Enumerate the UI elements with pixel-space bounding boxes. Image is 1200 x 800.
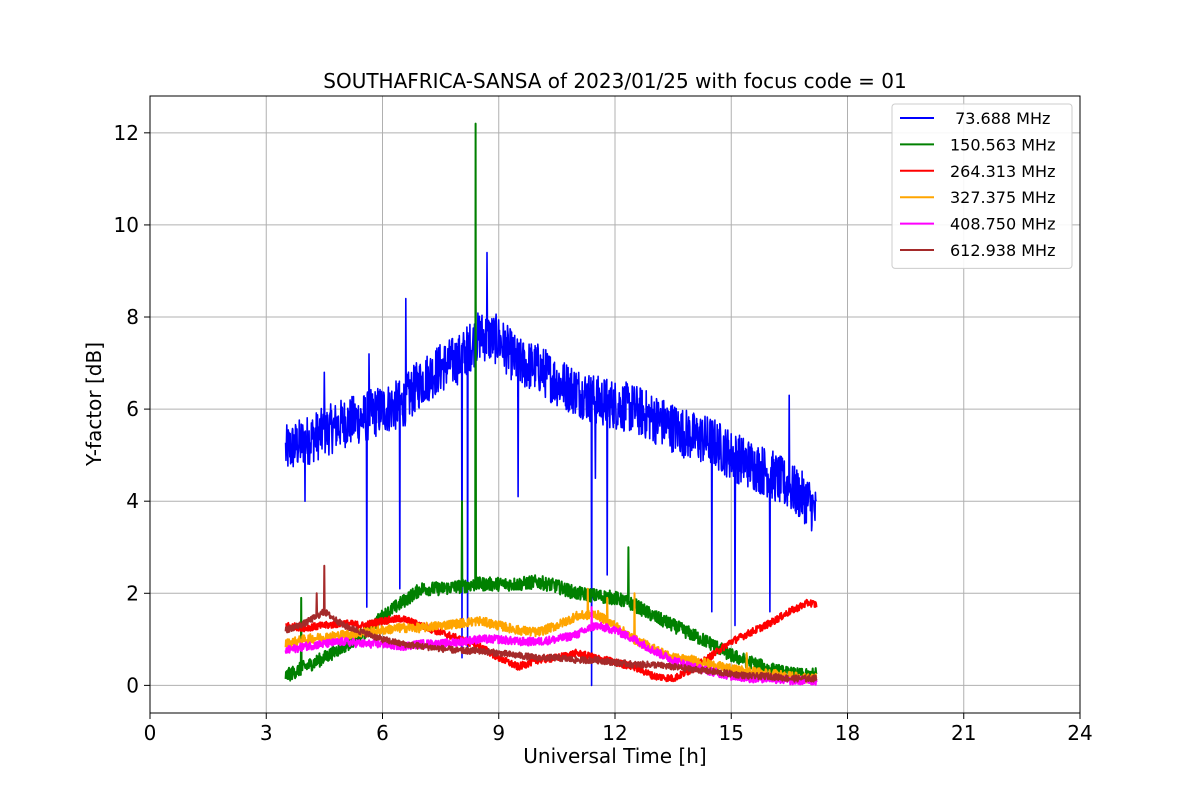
legend-box <box>891 103 1073 269</box>
series-line <box>284 564 818 683</box>
y-tick-label: 2 <box>126 581 139 605</box>
x-tick-label: 6 <box>376 721 389 745</box>
legend-label: 327.375 MHz <box>950 188 1055 207</box>
series-line <box>284 587 818 684</box>
y-tick-label: 4 <box>126 489 139 513</box>
y-tick-label: 8 <box>126 305 139 329</box>
legend-label: 150.563 MHz <box>950 135 1055 154</box>
x-tick-label: 9 <box>492 721 505 745</box>
x-tick-label: 24 <box>1067 721 1092 745</box>
y-tick-label: 0 <box>126 673 139 697</box>
legend-label: 73.688 MHz <box>950 109 1050 128</box>
x-tick-label: 15 <box>719 721 744 745</box>
y-tick-label: 6 <box>126 397 139 421</box>
legend-label: 612.938 MHz <box>950 241 1055 260</box>
y-axis-label: Y-factor [dB] <box>82 342 106 467</box>
x-tick-label: 21 <box>951 721 976 745</box>
y-tick-label: 10 <box>114 213 139 237</box>
legend-label: 408.750 MHz <box>950 215 1055 234</box>
x-tick-label: 3 <box>260 721 273 745</box>
x-tick-label: 12 <box>602 721 627 745</box>
series-layer <box>284 122 818 687</box>
legend: 73.688 MHz 150.563 MHz 264.313 MHz 327.375 … <box>891 103 1073 269</box>
x-axis-label: Universal Time [h] <box>523 744 706 768</box>
series-line <box>284 251 817 687</box>
y-tick-label: 12 <box>114 121 139 145</box>
x-tick-label: 0 <box>144 721 157 745</box>
chart-title: SOUTHAFRICA-SANSA of 2023/01/25 with foc… <box>323 69 907 93</box>
legend-label: 264.313 MHz <box>950 162 1055 181</box>
x-tick-label: 18 <box>835 721 860 745</box>
